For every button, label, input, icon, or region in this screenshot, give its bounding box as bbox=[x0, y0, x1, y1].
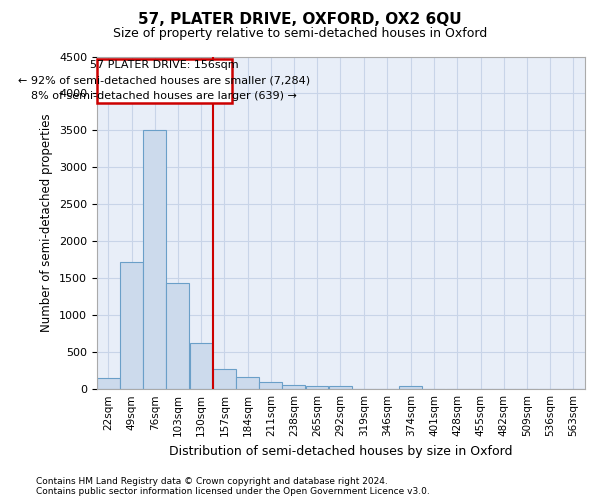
X-axis label: Distribution of semi-detached houses by size in Oxford: Distribution of semi-detached houses by … bbox=[169, 444, 512, 458]
Bar bbox=[143, 130, 166, 389]
Bar bbox=[97, 378, 119, 389]
Bar bbox=[166, 284, 189, 389]
Bar bbox=[120, 262, 143, 389]
Y-axis label: Number of semi-detached properties: Number of semi-detached properties bbox=[40, 114, 53, 332]
Bar bbox=[236, 376, 259, 389]
Bar bbox=[97, 58, 232, 103]
Text: 57, PLATER DRIVE, OXFORD, OX2 6QU: 57, PLATER DRIVE, OXFORD, OX2 6QU bbox=[138, 12, 462, 28]
Bar bbox=[329, 386, 352, 389]
Bar bbox=[259, 382, 282, 389]
Bar bbox=[190, 342, 212, 389]
Text: Contains public sector information licensed under the Open Government Licence v3: Contains public sector information licen… bbox=[36, 487, 430, 496]
Bar bbox=[213, 369, 236, 389]
Text: Size of property relative to semi-detached houses in Oxford: Size of property relative to semi-detach… bbox=[113, 28, 487, 40]
Bar bbox=[283, 385, 305, 389]
Bar bbox=[400, 386, 422, 389]
Text: 57 PLATER DRIVE: 156sqm
← 92% of semi-detached houses are smaller (7,284)
8% of : 57 PLATER DRIVE: 156sqm ← 92% of semi-de… bbox=[18, 60, 310, 102]
Text: Contains HM Land Registry data © Crown copyright and database right 2024.: Contains HM Land Registry data © Crown c… bbox=[36, 477, 388, 486]
Bar bbox=[305, 386, 328, 389]
